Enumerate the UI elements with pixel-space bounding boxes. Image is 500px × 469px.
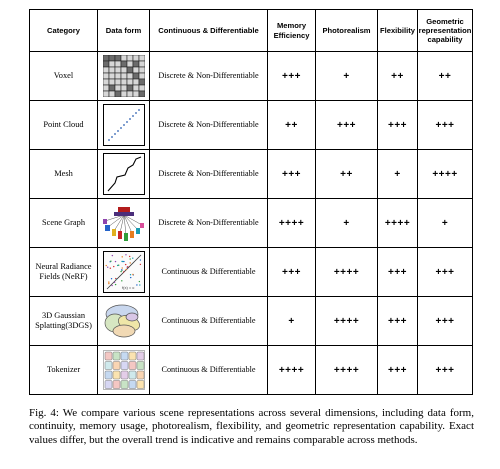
continuity-cell: Discrete & Non-Differentiable	[149, 198, 268, 248]
header-flexibility: Flexibility	[377, 9, 418, 52]
continuity-cell: Discrete & Non-Differentiable	[149, 100, 268, 150]
header-photorealism: Photorealism	[315, 9, 378, 52]
photorealism-cell: ++++	[315, 296, 378, 346]
voxel-grid-icon	[102, 55, 145, 97]
memory-cell: ++	[267, 100, 316, 150]
gaussian-splat-icon	[104, 304, 140, 338]
table-row: Voxel Discrete & Non-Differentiable +++ …	[29, 51, 473, 101]
category-cell: Neural Radiance Fields (NeRF)	[29, 247, 98, 297]
category-cell: Scene Graph	[29, 198, 98, 248]
flexibility-cell: +++	[377, 296, 418, 346]
nerf-function-label: f(x) = c	[122, 285, 134, 290]
geometric-cell: +++	[417, 247, 473, 297]
category-cell: Point Cloud	[29, 100, 98, 150]
scene-graph-icon	[102, 207, 144, 241]
point-cloud-icon	[102, 104, 145, 146]
table-row: 3D Gaussian Splatting(3DGS) Continuous &…	[29, 296, 473, 346]
table-row: Tokenizer Continuous & Differentiable ++…	[29, 345, 473, 395]
header-category: Category	[29, 9, 98, 52]
header-memory: Memory Efficiency	[267, 9, 316, 52]
table-row: Point Cloud Discrete & Non-Differentiabl…	[29, 100, 473, 150]
continuity-cell: Continuous & Differentiable	[149, 345, 268, 395]
geometric-cell: ++++	[417, 149, 473, 199]
memory-cell: +++	[267, 51, 316, 101]
nerf-icon: f(x) = c	[102, 251, 145, 293]
flexibility-cell: ++	[377, 51, 418, 101]
table-row: Mesh Discrete & Non-Differentiable +++ +…	[29, 149, 473, 199]
geometric-cell: +++	[417, 296, 473, 346]
header-geometric: Geometric representation capability	[417, 9, 473, 52]
geometric-cell: +++	[417, 100, 473, 150]
header-continuity: Continuous & Differentiable	[149, 9, 268, 52]
geometric-cell: ++	[417, 51, 473, 101]
memory-cell: +	[267, 296, 316, 346]
token-grid-icon	[102, 350, 145, 390]
category-cell: Mesh	[29, 149, 98, 199]
continuity-cell: Discrete & Non-Differentiable	[149, 51, 268, 101]
photorealism-cell: +	[315, 51, 378, 101]
memory-cell: +++	[267, 247, 316, 297]
figure-caption: Fig. 4: We compare various scene represe…	[29, 407, 474, 446]
photorealism-cell: +	[315, 198, 378, 248]
comparison-table: Category Data form Continuous & Differen…	[29, 9, 473, 395]
continuity-cell: Discrete & Non-Differentiable	[149, 149, 268, 199]
continuity-cell: Continuous & Differentiable	[149, 296, 268, 346]
memory-cell: +++	[267, 149, 316, 199]
memory-cell: ++++	[267, 345, 316, 395]
photorealism-cell: +++	[315, 100, 378, 150]
category-cell: Voxel	[29, 51, 98, 101]
photorealism-cell: ++++	[315, 345, 378, 395]
flexibility-cell: +++	[377, 100, 418, 150]
flexibility-cell: +	[377, 149, 418, 199]
header-data-form: Data form	[97, 9, 150, 52]
continuity-cell: Continuous & Differentiable	[149, 247, 268, 297]
flexibility-cell: ++++	[377, 198, 418, 248]
category-cell: 3D Gaussian Splatting(3DGS)	[29, 296, 98, 346]
flexibility-cell: +++	[377, 247, 418, 297]
mesh-icon	[102, 153, 145, 195]
flexibility-cell: +++	[377, 345, 418, 395]
geometric-cell: +++	[417, 345, 473, 395]
table-row: Scene Graph	[29, 198, 473, 248]
photorealism-cell: ++++	[315, 247, 378, 297]
photorealism-cell: ++	[315, 149, 378, 199]
table-row: Neural Radiance Fields (NeRF) f(x) = c C…	[29, 247, 473, 297]
geometric-cell: +	[417, 198, 473, 248]
category-cell: Tokenizer	[29, 345, 98, 395]
memory-cell: ++++	[267, 198, 316, 248]
header-row: Category Data form Continuous & Differen…	[29, 9, 473, 52]
